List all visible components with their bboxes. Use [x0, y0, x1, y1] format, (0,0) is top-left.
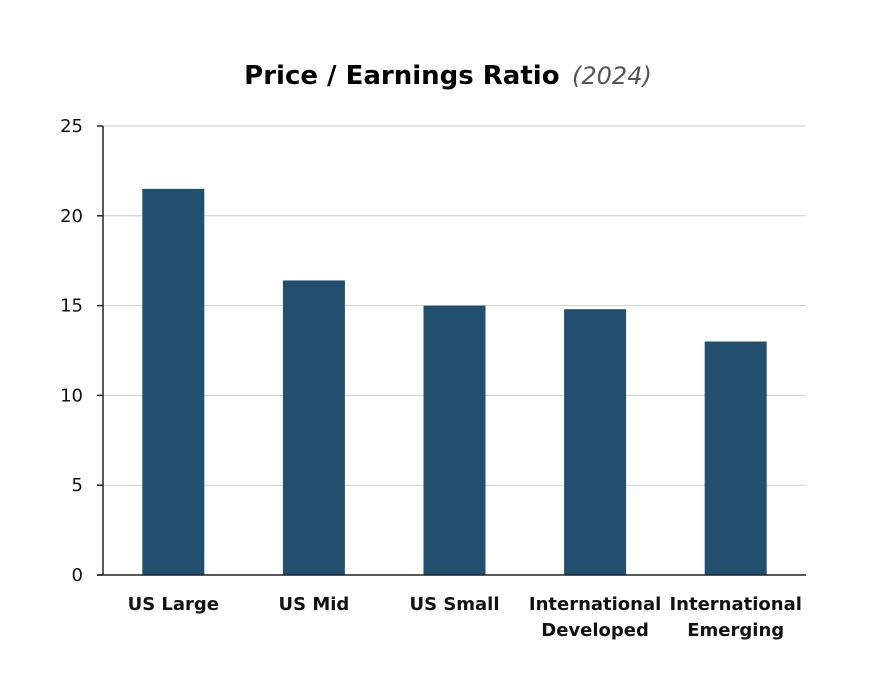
bar [564, 309, 627, 575]
bar [282, 280, 345, 575]
y-tick-label: 10 [60, 385, 83, 406]
x-category-label: US Large [128, 594, 219, 615]
bars [142, 188, 767, 576]
x-category-label: Emerging [687, 620, 784, 641]
x-category-label: US Small [409, 594, 499, 615]
y-tick-label: 0 [72, 565, 83, 586]
y-axis-ticks: 0 5 10 15 20 25 [60, 116, 103, 586]
y-tick-label: 15 [60, 296, 83, 317]
bar [704, 341, 767, 575]
x-category-label: International [669, 594, 801, 615]
chart-title: Price / Earnings Ratio (2024) [244, 61, 652, 91]
axes [97, 126, 806, 576]
chart-title-year: (2024) [572, 62, 652, 90]
y-tick-label: 20 [60, 206, 83, 227]
chart-title-main: Price / Earnings Ratio [244, 61, 559, 91]
x-category-label: US Mid [278, 594, 349, 615]
y-tick-label: 5 [72, 475, 83, 496]
x-axis-categories: US Large US Mid US Small International Devel… [128, 594, 802, 641]
y-tick-label: 25 [60, 116, 83, 137]
x-category-label: International [529, 594, 661, 615]
bar [423, 305, 486, 575]
x-category-label: Developed [541, 620, 649, 641]
bar [142, 188, 205, 576]
